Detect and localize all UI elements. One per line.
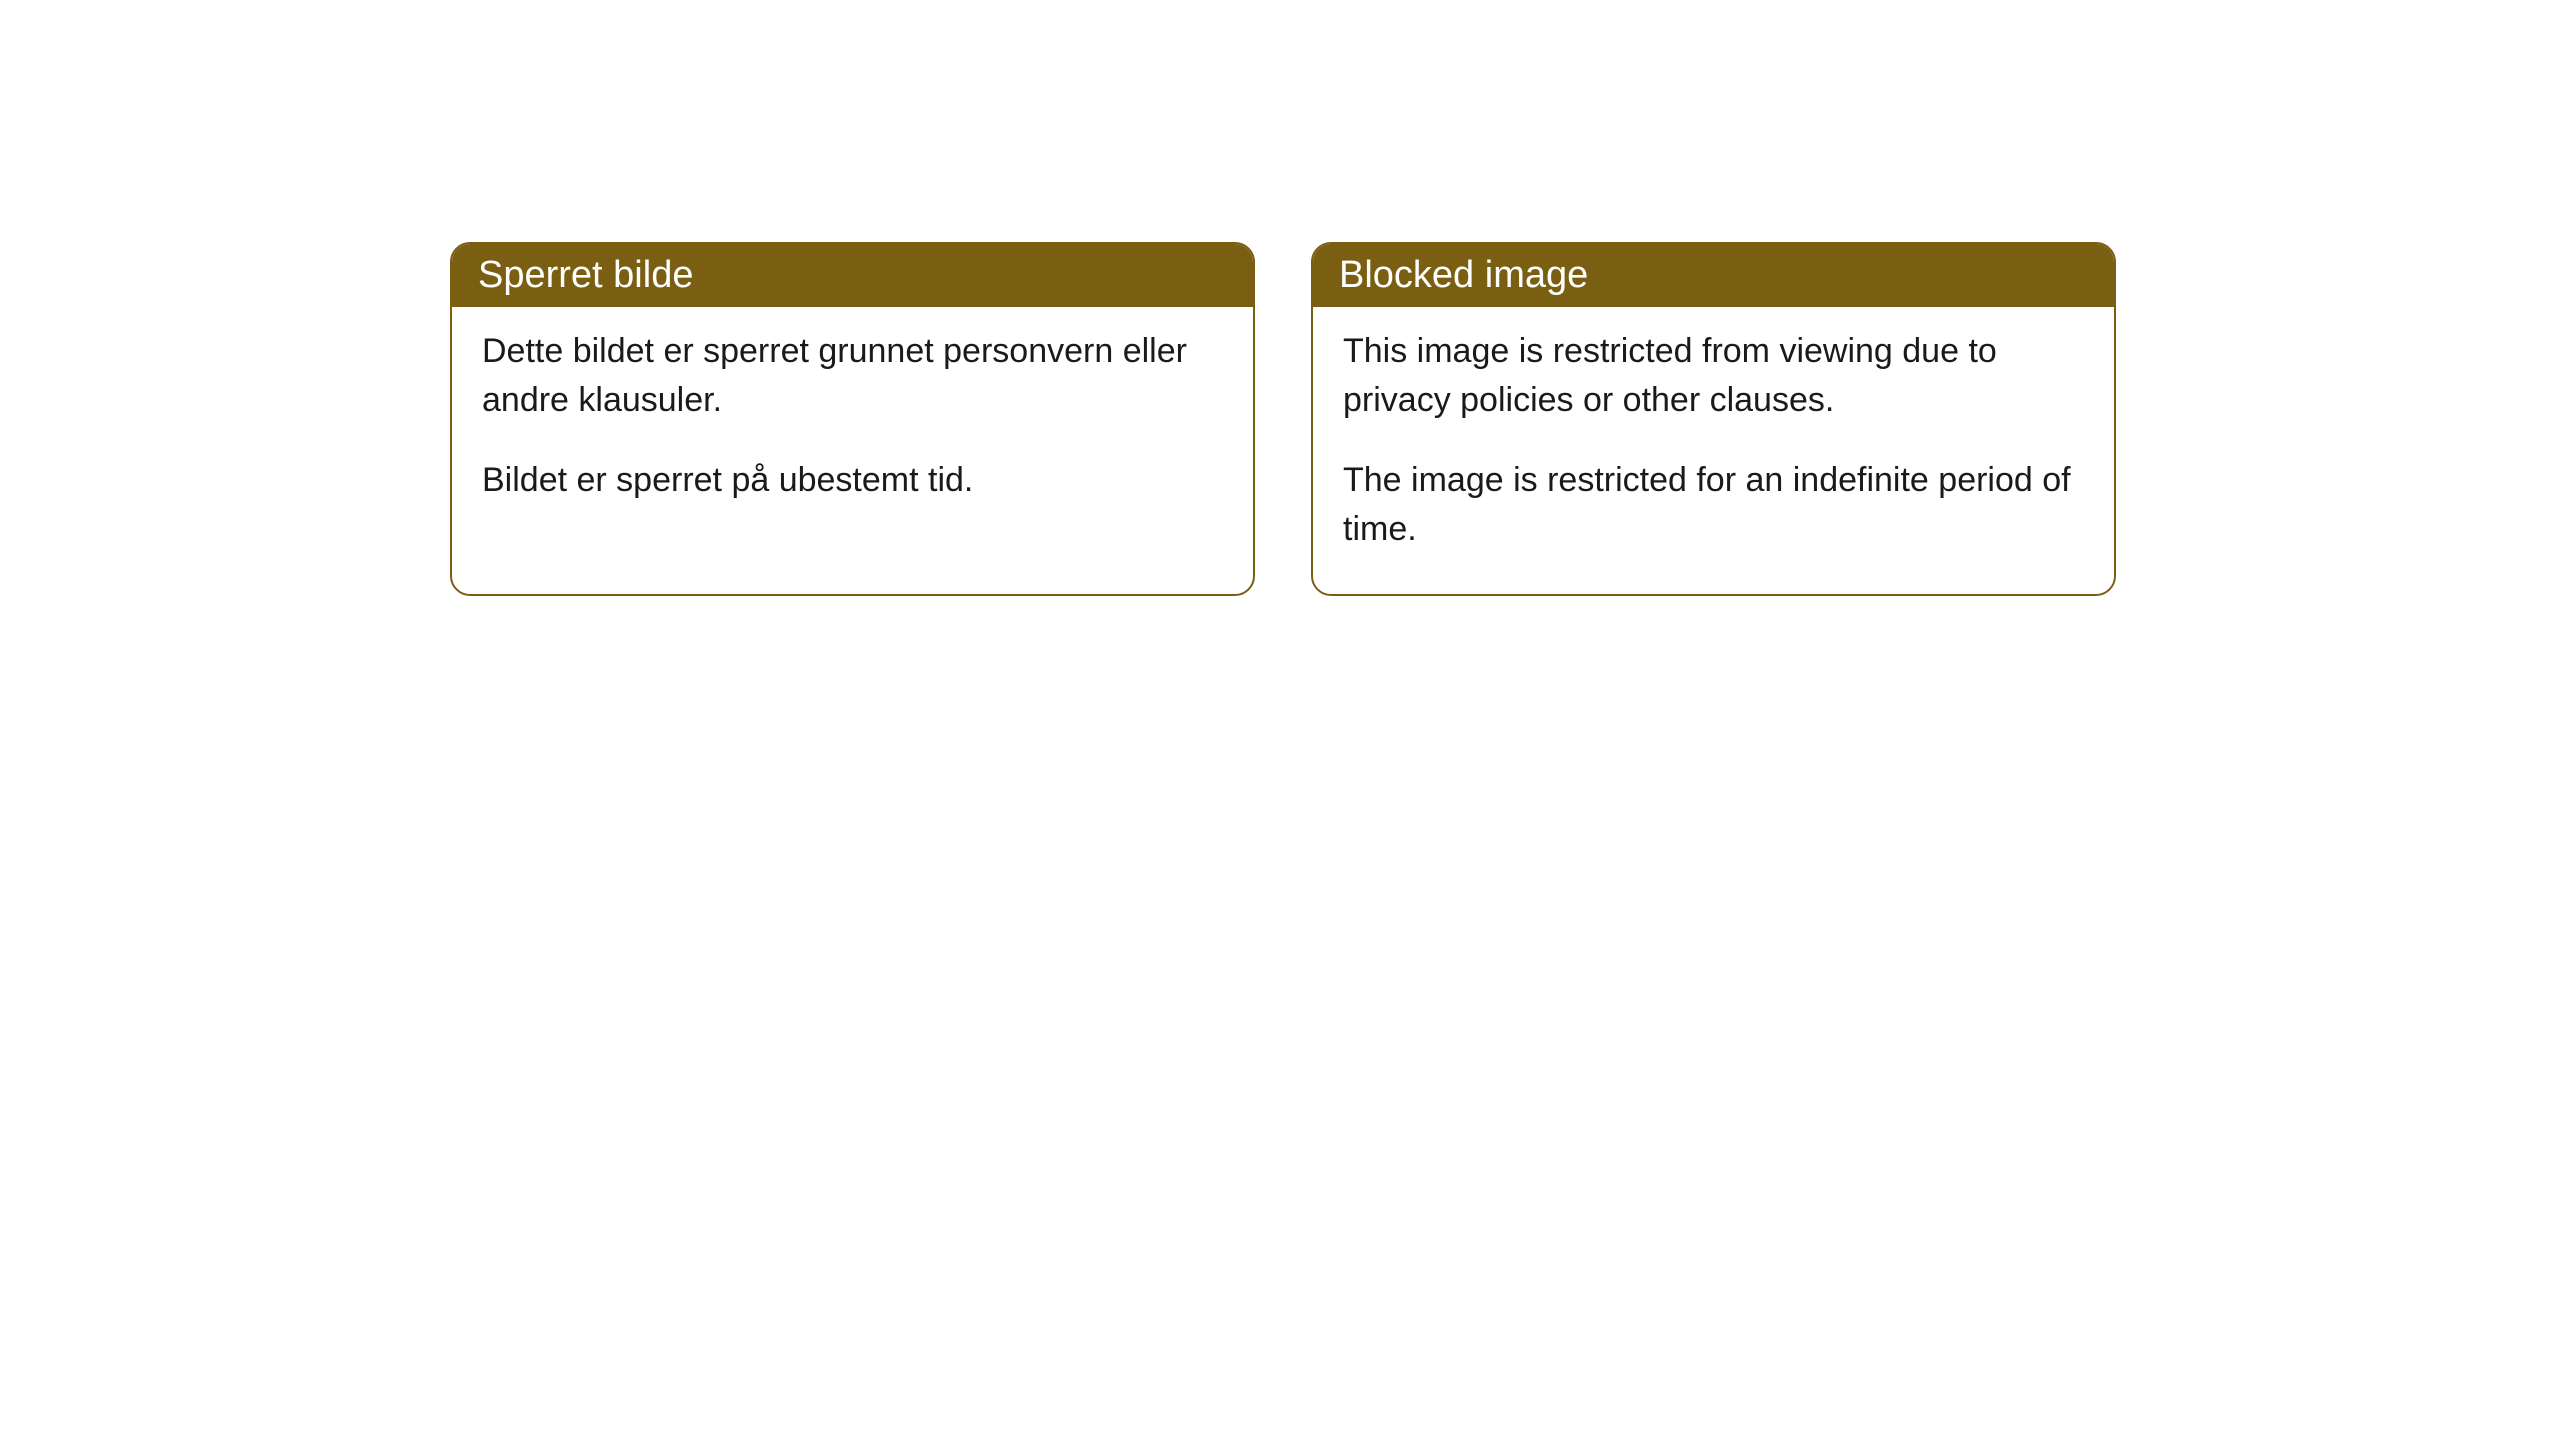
- notice-cards-container: Sperret bilde Dette bildet er sperret gr…: [450, 242, 2116, 596]
- card-body: This image is restricted from viewing du…: [1313, 307, 2114, 594]
- card-body: Dette bildet er sperret grunnet personve…: [452, 307, 1253, 545]
- card-title: Sperret bilde: [478, 254, 693, 296]
- card-header: Blocked image: [1313, 244, 2114, 307]
- card-header: Sperret bilde: [452, 244, 1253, 307]
- card-paragraph-1: This image is restricted from viewing du…: [1343, 327, 2084, 426]
- card-title: Blocked image: [1339, 254, 1588, 296]
- blocked-image-card-english: Blocked image This image is restricted f…: [1311, 242, 2116, 596]
- blocked-image-card-norwegian: Sperret bilde Dette bildet er sperret gr…: [450, 242, 1255, 596]
- card-paragraph-1: Dette bildet er sperret grunnet personve…: [482, 327, 1223, 426]
- card-paragraph-2: The image is restricted for an indefinit…: [1343, 456, 2084, 555]
- card-paragraph-2: Bildet er sperret på ubestemt tid.: [482, 456, 1223, 505]
